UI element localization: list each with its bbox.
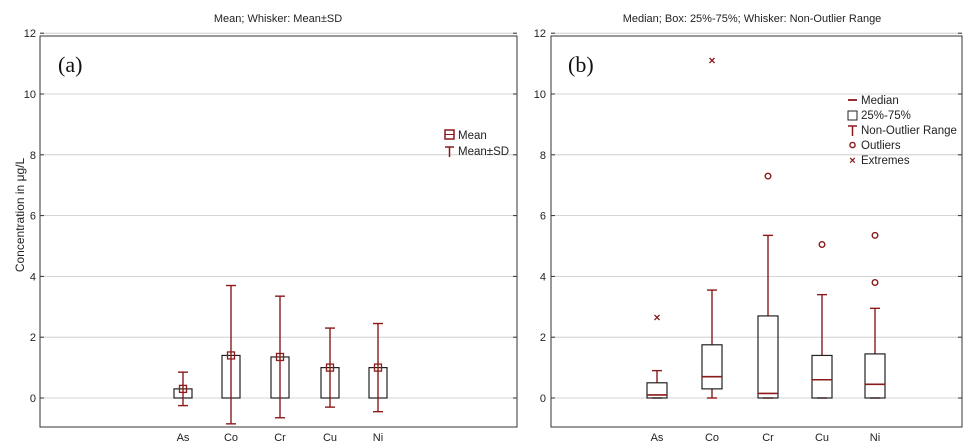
panel-a-y-axis-label: Concentration in μg/L <box>13 158 27 273</box>
category-label: As <box>177 432 190 444</box>
outlier-point <box>871 231 879 239</box>
outlier-point <box>818 240 826 248</box>
y-tick-label: 8 <box>540 150 546 162</box>
panel-b-plot-area <box>550 35 963 428</box>
y-tick-label: 4 <box>30 271 36 283</box>
mean-point <box>226 351 236 360</box>
legend-box-label: 25%-75% <box>861 110 911 122</box>
extreme-point: × <box>708 54 715 68</box>
y-tick-label: 2 <box>540 332 546 344</box>
y-tick-label: 4 <box>540 271 546 283</box>
outlier-point <box>764 172 772 180</box>
outlier-point <box>871 278 879 286</box>
mean-point <box>373 363 383 372</box>
category-label: Ni <box>870 432 880 444</box>
panel-a-legend: Mean Mean±SD <box>444 129 509 158</box>
category-label: Cr <box>762 432 774 444</box>
iqr-box <box>864 353 886 399</box>
iqr-box <box>811 354 833 399</box>
panel-a-marks <box>173 284 388 425</box>
legend-extreme-symbol: × <box>849 155 855 167</box>
y-tick-label: 12 <box>534 28 546 40</box>
panel-b-label: (b) <box>568 52 594 77</box>
legend-median-label: Median <box>861 95 899 107</box>
y-tick-label: 6 <box>540 211 546 223</box>
category-label: Cr <box>274 432 286 444</box>
legend-extreme-label: Extremes <box>861 155 910 167</box>
iqr-box <box>757 315 779 399</box>
panel-b-marks: ×× <box>646 54 886 399</box>
panel-b-legend: Median 25%-75% Non-Outlier Range Outlier… <box>847 95 957 167</box>
legend-sd-label: Mean±SD <box>458 146 509 158</box>
y-tick-label: 8 <box>30 150 36 162</box>
legend-mean-label: Mean <box>458 130 487 142</box>
y-tick-label: 6 <box>30 211 36 223</box>
panel-a-plot-area <box>39 35 518 428</box>
category-label: Co <box>705 432 719 444</box>
extreme-point: × <box>653 310 660 324</box>
category-label: Cu <box>323 432 337 444</box>
y-tick-label: 10 <box>534 89 546 101</box>
legend-outlier-symbol <box>849 141 856 149</box>
legend-box-symbol <box>847 110 858 121</box>
category-label: As <box>651 432 664 444</box>
category-label: Cu <box>815 432 829 444</box>
panel-a-grid <box>40 32 517 399</box>
iqr-box <box>701 344 723 390</box>
panel-b-y-ticks: 0 2 4 6 8 10 12 <box>534 28 962 405</box>
y-tick-label: 10 <box>24 89 36 101</box>
panel-b-title: Median; Box: 25%-75%; Whisker: Non-Outli… <box>623 13 882 25</box>
category-label: Ni <box>373 432 383 444</box>
y-tick-label: 2 <box>30 332 36 344</box>
panel-a-label: (a) <box>58 52 82 77</box>
category-label: Co <box>224 432 238 444</box>
y-tick-label: 0 <box>540 393 546 405</box>
mean-point <box>275 352 285 362</box>
iqr-box <box>646 382 668 399</box>
panel-a-y-ticks: 0 2 4 6 8 10 12 <box>24 28 517 405</box>
panel-a-category-labels: As Co Cr Cu Ni <box>177 432 384 444</box>
mean-point <box>178 384 188 394</box>
y-tick-label: 12 <box>24 28 36 40</box>
legend-outlier-label: Outliers <box>861 140 901 152</box>
panel-a: 0 2 4 6 8 10 12 As Co Cr Cu Ni Mean; Whisker: Mean… <box>13 13 518 444</box>
panel-a-title: Mean; Whisker: Mean±SD <box>214 13 342 25</box>
mean-point <box>325 363 335 372</box>
legend-range-label: Non-Outlier Range <box>861 125 957 137</box>
y-tick-label: 0 <box>30 393 36 405</box>
panel-b-grid <box>551 32 962 399</box>
panel-b-category-labels: As Co Cr Cu Ni <box>651 432 881 444</box>
